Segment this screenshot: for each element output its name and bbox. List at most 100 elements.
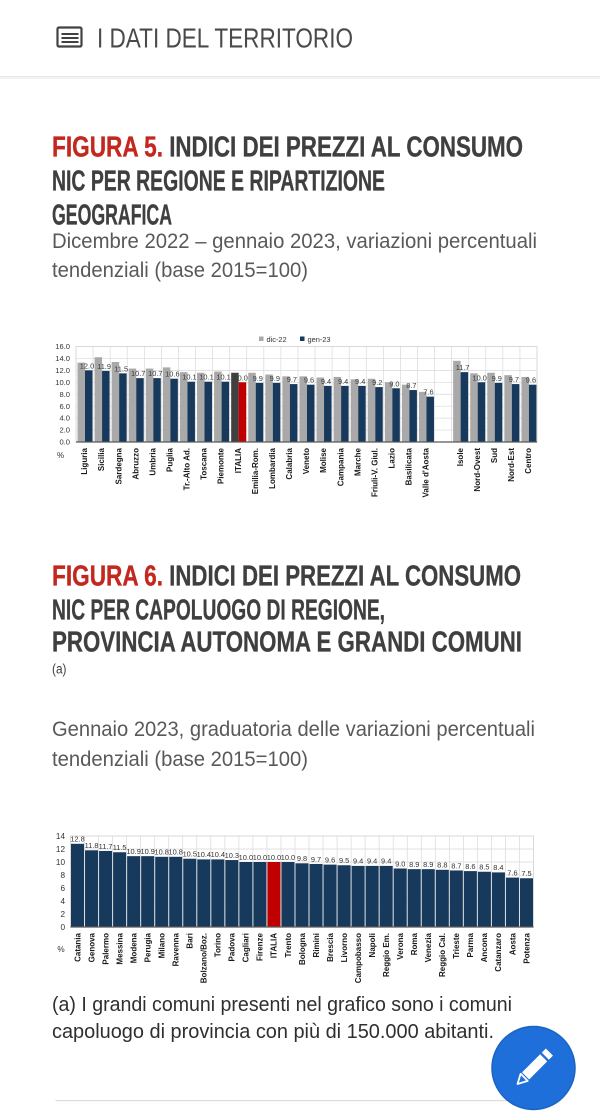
svg-text:8.9: 8.9 bbox=[423, 860, 433, 869]
svg-text:7.6: 7.6 bbox=[507, 868, 517, 877]
svg-text:9.5: 9.5 bbox=[339, 856, 349, 865]
svg-text:Venezia: Venezia bbox=[424, 932, 433, 962]
svg-text:Ravenna: Ravenna bbox=[172, 932, 181, 966]
svg-text:NIC PER REGIONE E RIPARTIZIONE: NIC PER REGIONE E RIPARTIZIONE bbox=[52, 166, 385, 198]
svg-text:Messina: Messina bbox=[115, 932, 124, 964]
svg-text:8: 8 bbox=[60, 871, 65, 880]
svg-text:Gennaio 2023, graduatoria dell: Gennaio 2023, graduatoria delle variazio… bbox=[52, 717, 535, 741]
svg-text:16.0: 16.0 bbox=[55, 342, 70, 351]
svg-text:Reggio Em.: Reggio Em. bbox=[382, 933, 391, 977]
svg-text:I DATI DEL TERRITORIO: I DATI DEL TERRITORIO bbox=[97, 23, 353, 54]
svg-text:9.8: 9.8 bbox=[297, 854, 307, 863]
svg-text:10.6: 10.6 bbox=[165, 370, 179, 379]
svg-text:9.0: 9.0 bbox=[389, 379, 399, 388]
svg-text:11.5: 11.5 bbox=[113, 843, 127, 852]
svg-text:10.8: 10.8 bbox=[169, 848, 183, 857]
svg-text:6: 6 bbox=[60, 884, 65, 893]
svg-text:7.5: 7.5 bbox=[521, 869, 531, 878]
svg-text:tendenziali (base 2015=100): tendenziali (base 2015=100) bbox=[52, 258, 308, 282]
svg-text:12.0: 12.0 bbox=[55, 366, 70, 375]
svg-text:Bologna: Bologna bbox=[298, 932, 307, 965]
svg-text:Molise: Molise bbox=[319, 447, 328, 472]
svg-text:10.7: 10.7 bbox=[131, 369, 145, 378]
svg-text:capoluogo di provincia con più: capoluogo di provincia con più di 150.00… bbox=[52, 1020, 494, 1043]
svg-text:10.0: 10.0 bbox=[253, 853, 267, 862]
svg-text:Piemonte: Piemonte bbox=[217, 447, 226, 484]
svg-text:gen-23: gen-23 bbox=[308, 335, 331, 344]
svg-text:(a): (a) bbox=[52, 662, 67, 677]
svg-text:Trieste: Trieste bbox=[452, 932, 461, 958]
svg-text:Catania: Catania bbox=[73, 932, 82, 961]
svg-text:6.0: 6.0 bbox=[59, 402, 70, 411]
svg-text:Marche: Marche bbox=[353, 447, 362, 476]
svg-text:Milano: Milano bbox=[158, 933, 167, 958]
svg-text:Nord-Est: Nord-Est bbox=[507, 448, 516, 482]
svg-text:Nord-Ovest: Nord-Ovest bbox=[473, 448, 482, 492]
svg-text:10.9: 10.9 bbox=[140, 847, 154, 856]
svg-text:12: 12 bbox=[56, 845, 66, 854]
svg-text:9.4: 9.4 bbox=[338, 377, 348, 386]
svg-text:8.7: 8.7 bbox=[451, 861, 461, 870]
svg-text:Firenze: Firenze bbox=[256, 932, 265, 961]
svg-text:Padova: Padova bbox=[228, 932, 237, 961]
svg-text:ITALIA: ITALIA bbox=[270, 933, 279, 958]
svg-text:10.4: 10.4 bbox=[211, 850, 225, 859]
svg-text:Brescia: Brescia bbox=[326, 932, 335, 961]
svg-text:9.6: 9.6 bbox=[325, 855, 335, 864]
svg-text:Aosta: Aosta bbox=[508, 932, 517, 955]
svg-text:14.0: 14.0 bbox=[55, 354, 70, 363]
svg-text:9.6: 9.6 bbox=[526, 376, 536, 385]
svg-text:11.5: 11.5 bbox=[114, 364, 128, 373]
svg-text:Bari: Bari bbox=[186, 933, 195, 949]
svg-text:dic-22: dic-22 bbox=[267, 335, 287, 344]
svg-text:Reggio Cal.: Reggio Cal. bbox=[438, 933, 447, 977]
svg-text:9.4: 9.4 bbox=[321, 377, 331, 386]
svg-text:Isole: Isole bbox=[456, 447, 465, 466]
svg-text:10.1: 10.1 bbox=[216, 373, 230, 382]
svg-text:%: % bbox=[57, 945, 64, 954]
svg-text:Liguria: Liguria bbox=[80, 447, 89, 474]
svg-text:9.4: 9.4 bbox=[367, 857, 377, 866]
svg-text:9.9: 9.9 bbox=[270, 374, 280, 383]
svg-text:Tr.-Alto Ad.: Tr.-Alto Ad. bbox=[183, 448, 192, 490]
svg-text:Veneto: Veneto bbox=[302, 448, 311, 474]
svg-text:11.9: 11.9 bbox=[97, 362, 111, 371]
svg-text:Friuli-V. Giul.: Friuli-V. Giul. bbox=[370, 448, 379, 497]
svg-text:Rimini: Rimini bbox=[312, 933, 321, 957]
svg-text:9.0: 9.0 bbox=[395, 859, 405, 868]
svg-text:%: % bbox=[57, 451, 64, 460]
svg-text:10.4: 10.4 bbox=[197, 850, 211, 859]
svg-text:Palermo: Palermo bbox=[101, 933, 110, 965]
svg-text:8.7: 8.7 bbox=[406, 381, 416, 390]
svg-text:10.0: 10.0 bbox=[55, 378, 70, 387]
svg-text:10.0: 10.0 bbox=[233, 373, 247, 382]
svg-text:8.6: 8.6 bbox=[465, 862, 475, 871]
svg-text:9.4: 9.4 bbox=[381, 857, 391, 866]
svg-text:11.7: 11.7 bbox=[456, 363, 470, 372]
svg-text:2.0: 2.0 bbox=[59, 426, 70, 435]
svg-text:Emilia-Rom.: Emilia-Rom. bbox=[251, 448, 260, 494]
svg-text:10.9: 10.9 bbox=[126, 847, 140, 856]
svg-text:8.5: 8.5 bbox=[479, 863, 489, 872]
svg-text:Toscana: Toscana bbox=[200, 447, 209, 479]
svg-text:Calabria: Calabria bbox=[285, 447, 294, 479]
svg-text:8.4: 8.4 bbox=[493, 863, 503, 872]
svg-text:9.4: 9.4 bbox=[355, 377, 365, 386]
svg-text:Lombardia: Lombardia bbox=[268, 447, 277, 488]
svg-text:0.0: 0.0 bbox=[59, 438, 70, 447]
svg-text:Centro: Centro bbox=[524, 448, 533, 474]
svg-text:Livorno: Livorno bbox=[340, 933, 349, 962]
svg-text:10.1: 10.1 bbox=[199, 373, 213, 382]
svg-text:4: 4 bbox=[60, 897, 65, 906]
svg-text:Umbria: Umbria bbox=[148, 447, 157, 475]
svg-text:9.7: 9.7 bbox=[509, 375, 519, 384]
svg-text:Sardegna: Sardegna bbox=[114, 447, 123, 484]
svg-text:ITALIA: ITALIA bbox=[234, 448, 243, 473]
svg-text:Sicilia: Sicilia bbox=[97, 447, 106, 471]
svg-text:10.1: 10.1 bbox=[182, 373, 196, 382]
svg-text:PROVINCIA AUTONOMA E GRANDI CO: PROVINCIA AUTONOMA E GRANDI COMUNI bbox=[52, 627, 522, 659]
svg-text:GEOGRAFICA: GEOGRAFICA bbox=[52, 200, 172, 232]
svg-text:Potenza: Potenza bbox=[522, 932, 531, 963]
svg-text:8.8: 8.8 bbox=[437, 861, 447, 870]
svg-text:Lazio: Lazio bbox=[387, 448, 396, 469]
